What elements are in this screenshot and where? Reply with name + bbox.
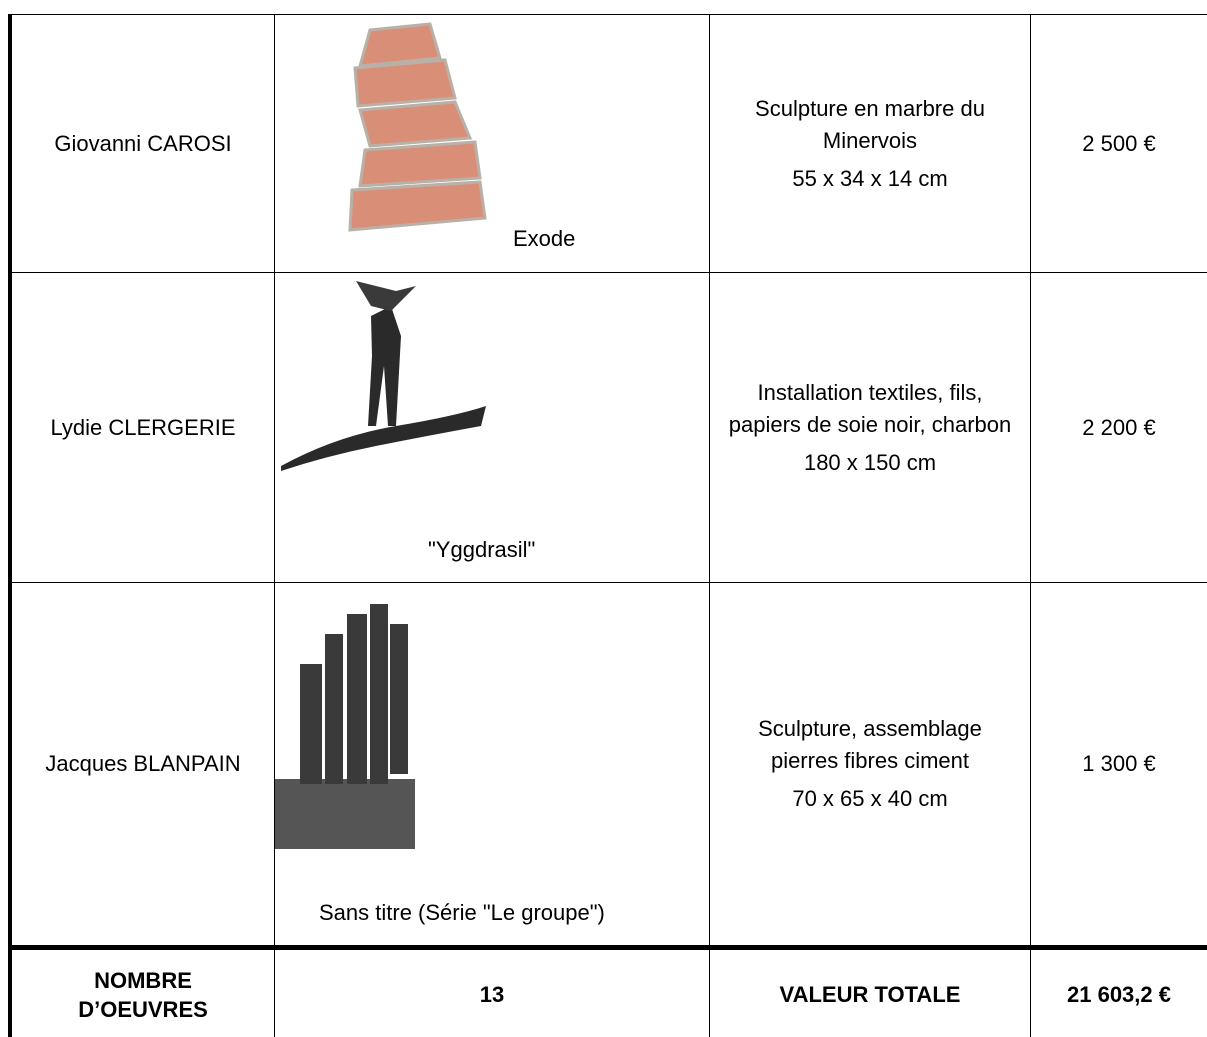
count: 13: [479, 982, 505, 1007]
count-label-text: NOMBRE D’OEUVRES: [78, 968, 208, 1022]
artwork-title: Sans titre (Série "Le groupe"): [319, 900, 605, 925]
price: 1 300 €: [1082, 751, 1156, 776]
rule: [8, 14, 1207, 15]
description-cell: Sculpture en marbre du Minervois 55 x 34 …: [710, 15, 1030, 272]
rule-thick: [8, 14, 12, 1037]
total: 21 603,2 €: [1067, 982, 1171, 1007]
rule: [709, 14, 710, 1037]
dimensions: 55 x 34 x 14 cm: [792, 165, 948, 191]
rule: [8, 582, 1207, 583]
description-cell: Installation textiles, fils, papiers de …: [710, 273, 1030, 582]
artwork-image: [348, 22, 487, 232]
artwork-title: "Yggdrasil": [428, 537, 536, 562]
rule: [274, 14, 275, 1037]
artist: Lydie CLERGERIE: [50, 414, 236, 440]
price: 2 200 €: [1082, 414, 1156, 440]
count-label: NOMBRE D’OEUVRES: [12, 950, 274, 1037]
price: 2 500 €: [1082, 130, 1156, 156]
artwork-title: Exode: [513, 226, 576, 251]
rule: [1030, 14, 1031, 1037]
dimensions: 180 x 150 cm: [803, 449, 937, 475]
description: Sculpture, assemblage pierres fibres cim…: [758, 716, 982, 773]
artist: Jacques BLANPAIN: [45, 751, 241, 776]
total-label: VALEUR TOTALE: [779, 982, 961, 1007]
dimensions: 70 x 65 x 40 cm: [792, 786, 948, 811]
description: Installation textiles, fils, papiers de …: [728, 379, 1012, 437]
artwork-image: [281, 281, 486, 471]
rule: [8, 272, 1207, 273]
description-cell: Sculpture, assemblage pierres fibres cim…: [710, 583, 1030, 945]
artist: Giovanni CAROSI: [54, 130, 232, 156]
artwork-image: [275, 604, 415, 849]
rule-thick: [8, 945, 1207, 950]
description: Sculpture en marbre du Minervois: [755, 95, 985, 153]
